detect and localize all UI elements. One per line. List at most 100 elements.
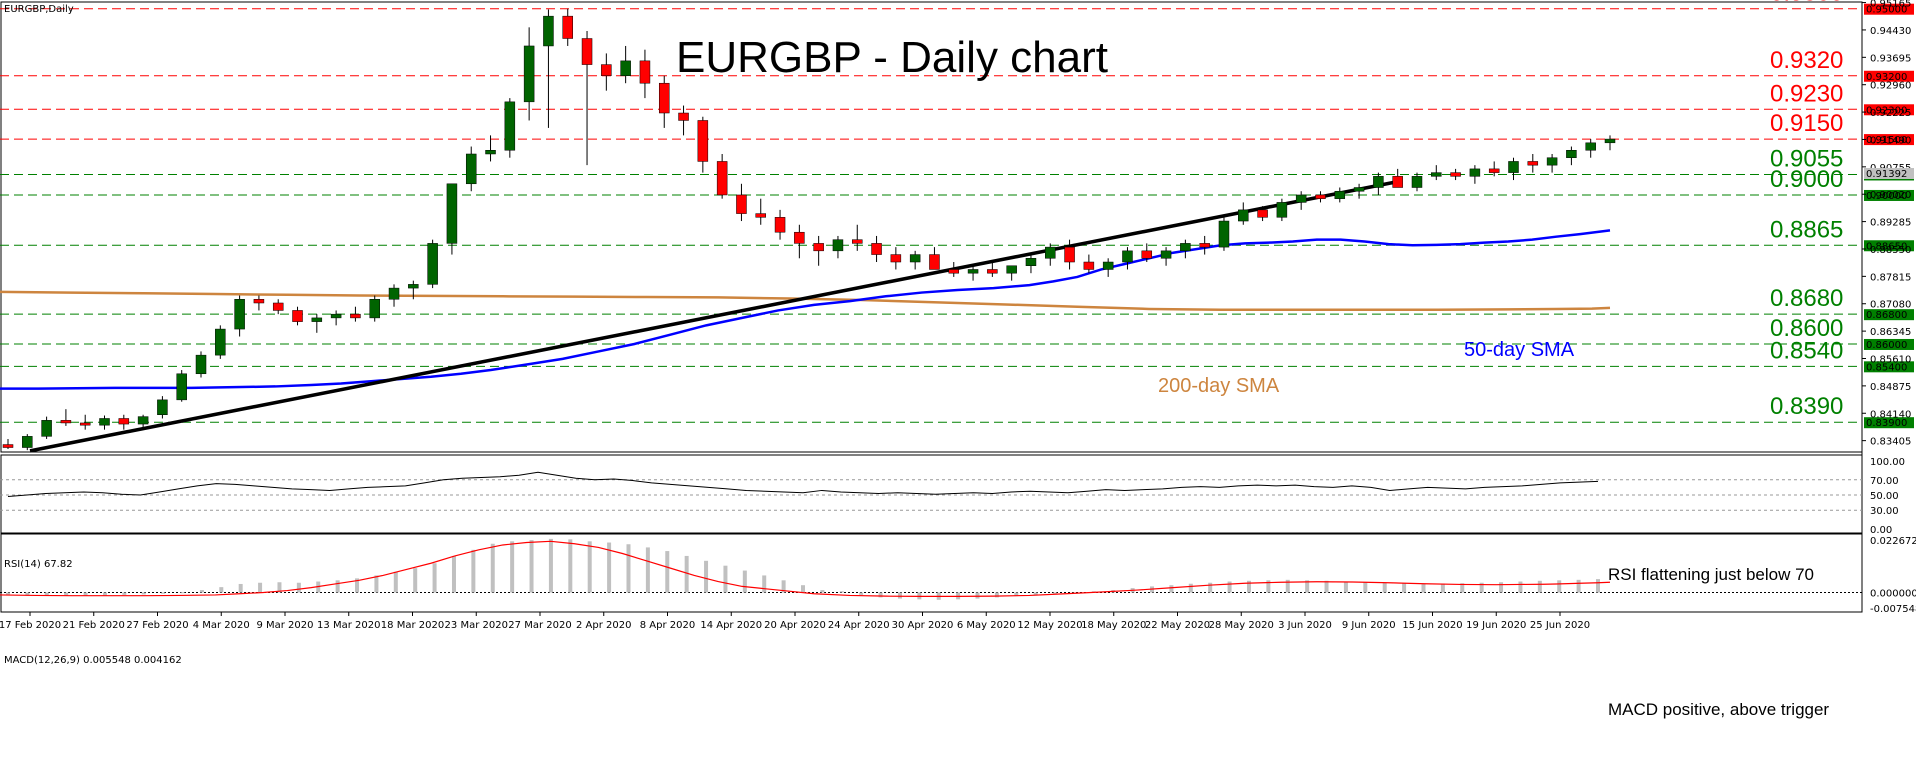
- candle-body: [22, 436, 33, 448]
- rsi-tick-label: 100.00: [1870, 457, 1905, 468]
- price-tick-label: 0.89285: [1870, 218, 1911, 229]
- level-tag-text-0.8865: 0.88650: [1866, 241, 1907, 252]
- date-tick-label: 18 Mar 2020: [381, 620, 444, 631]
- candle-body: [736, 194, 747, 214]
- level-tag-0.9500: [1864, 3, 1914, 15]
- level-tag-0.8865: [1864, 240, 1914, 252]
- candle-body: [890, 254, 902, 263]
- rsi-tick-label: 30.00: [1870, 506, 1899, 517]
- candle-body: [1122, 250, 1133, 263]
- candle-body: [330, 313, 342, 319]
- macd-histogram-bar: [490, 543, 495, 593]
- macd-histogram-bar: [102, 592, 107, 596]
- macd-histogram-bar: [645, 547, 650, 593]
- price-tick-label: 0.84140: [1870, 409, 1911, 420]
- candle-body: [813, 243, 824, 252]
- macd-histogram-bar: [83, 592, 88, 596]
- macd-histogram-bar: [1479, 582, 1484, 593]
- candle-body: [543, 15, 554, 47]
- candle-body: [1083, 261, 1095, 270]
- macd-histogram-bar: [1363, 582, 1368, 593]
- macd-histogram-bar: [122, 592, 127, 595]
- date-tick-label: 13 Mar 2020: [317, 620, 380, 631]
- macd-histogram-bar: [994, 592, 999, 598]
- macd-histogram-bar: [141, 592, 146, 595]
- macd-histogram-bar: [742, 570, 747, 593]
- candle-body: [137, 416, 149, 425]
- macd-histogram-bar: [626, 544, 631, 593]
- candle-body: [1469, 168, 1481, 177]
- macd-signal-line: [0, 540, 1611, 598]
- level-tag-text-0.9320: 0.93200: [1866, 72, 1907, 83]
- macd-histogram-bar: [762, 575, 767, 593]
- candle-body: [272, 302, 284, 311]
- macd-histogram-bar: [1246, 580, 1251, 593]
- rsi-tick-label: 0.00: [1870, 525, 1892, 536]
- candlesticks: [2, 8, 1616, 451]
- date-tick-label: 4 Mar 2020: [193, 620, 250, 631]
- level-label-0.9150: 0.9150: [1770, 110, 1843, 137]
- rsi-tick-label: 50.00: [1870, 491, 1899, 502]
- candle-body: [1276, 202, 1288, 218]
- price-tick-label: 0.83405: [1870, 437, 1911, 448]
- candle-body: [948, 269, 960, 274]
- macd-histogram-bar: [180, 592, 185, 594]
- candle-body: [350, 313, 361, 319]
- level-tag-0.8540: [1864, 361, 1914, 373]
- macd-histogram-bar: [1537, 580, 1542, 593]
- macd-histogram-bar: [781, 580, 786, 593]
- level-tag-0.9000: [1864, 189, 1914, 201]
- panel-frame-2: [0, 533, 1863, 613]
- candle-body: [1238, 209, 1249, 222]
- candle-body: [678, 112, 689, 121]
- level-tag-0.9230: [1864, 104, 1914, 116]
- candle-body: [1045, 246, 1056, 259]
- chart-labels: EURGBP,Daily EURGBP - Daily chart 50-day…: [4, 4, 1914, 719]
- level-label-0.9500: 0.9500: [1770, 0, 1843, 7]
- candle-body: [581, 38, 593, 65]
- macd-histogram-bar: [1033, 592, 1038, 595]
- macd-histogram-bar: [1460, 583, 1465, 593]
- macd-histogram-bar: [471, 549, 476, 593]
- level-tag-text-0.8680: 0.86800: [1866, 310, 1907, 321]
- macd-histogram-bar: [684, 555, 689, 593]
- candle-body: [388, 287, 400, 300]
- macd-histogram-bar: [665, 551, 670, 593]
- date-tick-label: 24 Apr 2020: [828, 620, 890, 631]
- candle-body: [157, 399, 168, 415]
- macd-histogram-bar: [277, 582, 282, 593]
- price-tick-label: 0.93695: [1870, 53, 1911, 64]
- price-tick-label: 0.92960: [1870, 81, 1911, 92]
- macd-histogram-bar: [335, 580, 340, 593]
- macd-tick-label: 0.000000: [1870, 589, 1916, 600]
- price-tick-label: 0.86345: [1870, 327, 1911, 338]
- macd-annotation: MACD positive, above trigger: [1608, 700, 1829, 719]
- macd-histogram-bar: [1324, 580, 1329, 593]
- candle-body: [234, 299, 245, 330]
- candle-body: [1141, 250, 1153, 259]
- rsi-line: [7, 471, 1599, 498]
- date-tick-label: 12 May 2020: [1017, 620, 1082, 631]
- rsi-tick-label: 70.00: [1870, 476, 1899, 487]
- candle-body: [1508, 161, 1519, 173]
- candle-body: [292, 310, 303, 322]
- level-label-0.8865: 0.8865: [1770, 216, 1843, 243]
- candle-body: [1450, 172, 1461, 177]
- level-label-0.8390: 0.8390: [1770, 393, 1843, 420]
- current-price-tag: [1864, 168, 1914, 179]
- level-label-0.8600: 0.8600: [1770, 315, 1843, 342]
- macd-histogram-bar: [1285, 579, 1290, 593]
- macd-histogram-bar: [413, 568, 418, 593]
- macd-histogram-bar: [1343, 581, 1348, 593]
- price-tick-label: 0.95165: [1870, 0, 1911, 10]
- date-tick-label: 17 Feb 2020: [0, 620, 61, 631]
- candle-body: [929, 254, 940, 270]
- candle-body: [1064, 246, 1075, 263]
- candle-body: [774, 217, 786, 233]
- date-tick-label: 3 Jun 2020: [1278, 620, 1332, 631]
- level-tag-0.8390: [1864, 417, 1914, 429]
- level-label-0.8680: 0.8680: [1770, 285, 1843, 312]
- level-tag-text-0.9230: 0.92300: [1866, 105, 1907, 116]
- candle-body: [176, 373, 187, 401]
- macd-histogram-bar: [25, 592, 30, 596]
